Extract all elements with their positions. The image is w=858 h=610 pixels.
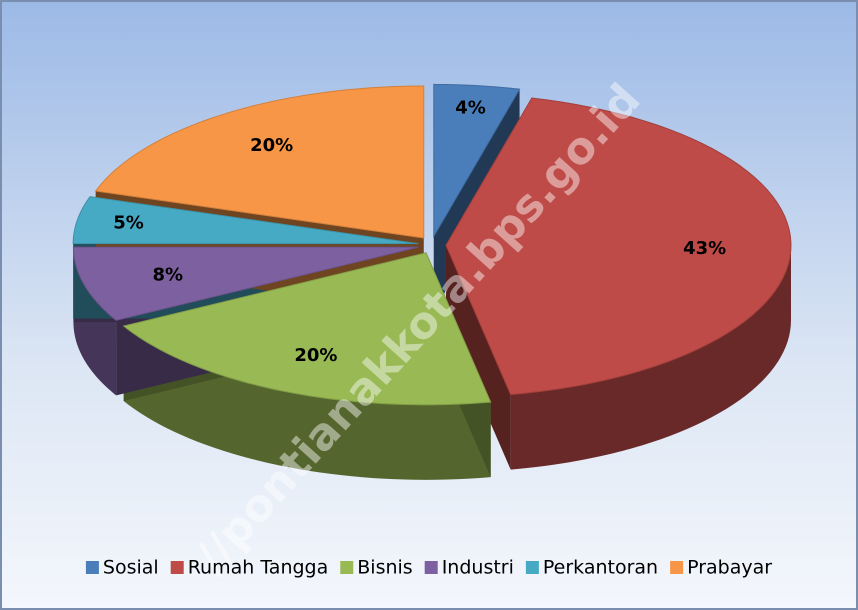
legend-swatch xyxy=(525,561,539,574)
slice xyxy=(122,252,492,406)
legend-item: Industri xyxy=(424,557,514,579)
legend-swatch xyxy=(85,561,99,574)
legend-swatch xyxy=(170,561,184,574)
legend-label: Perkantoran xyxy=(543,557,658,579)
legend-item: Sosial xyxy=(85,557,159,579)
data-label: 20% xyxy=(294,345,337,366)
slice xyxy=(433,83,521,239)
slice-side xyxy=(510,245,791,470)
legend-item: Bisnis xyxy=(340,557,413,579)
legend-item: Prabayar xyxy=(670,557,772,579)
legend-label: Industri xyxy=(442,557,514,579)
legend-label: Sosial xyxy=(103,557,159,579)
slice xyxy=(72,246,419,321)
legend: Sosial Rumah Tangga Bisnis Industri Perkanto… xyxy=(85,557,772,579)
legend-swatch xyxy=(670,561,684,574)
data-label: 20% xyxy=(250,135,293,156)
legend-item: Perkantoran xyxy=(525,557,658,579)
slice-wall xyxy=(445,245,511,470)
legend-label: Bisnis xyxy=(357,557,412,579)
slice xyxy=(445,97,792,396)
slice-side xyxy=(123,326,491,480)
data-label: 8% xyxy=(153,264,184,285)
data-label: 5% xyxy=(113,212,144,233)
pie: 4% 43% 20% 8% 5% 20% xyxy=(72,83,792,480)
legend-label: Prabayar xyxy=(687,557,772,579)
slice xyxy=(72,196,419,245)
legend-item: Rumah Tangga xyxy=(170,557,329,579)
legend-swatch xyxy=(424,561,438,574)
slice xyxy=(94,85,425,239)
data-label: 43% xyxy=(683,238,726,259)
data-label: 4% xyxy=(455,97,486,118)
legend-swatch xyxy=(340,561,354,574)
legend-label: Rumah Tangga xyxy=(188,557,329,579)
